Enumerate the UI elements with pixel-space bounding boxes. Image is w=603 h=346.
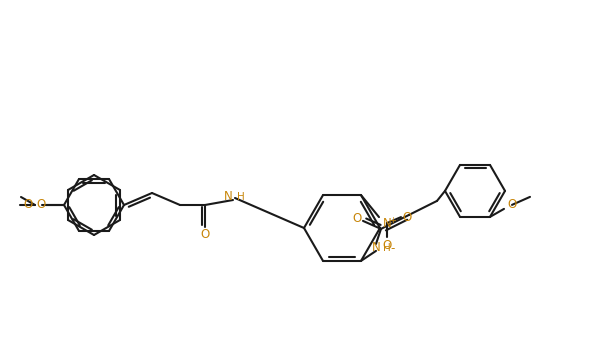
Text: O: O xyxy=(402,211,412,224)
Text: O: O xyxy=(382,239,391,252)
Text: +: + xyxy=(390,216,396,225)
Text: O: O xyxy=(24,199,33,211)
Text: H: H xyxy=(237,192,245,202)
Text: O: O xyxy=(200,228,210,242)
Text: O: O xyxy=(507,198,516,211)
Text: H: H xyxy=(383,243,391,253)
Text: O: O xyxy=(352,212,362,225)
Text: N: N xyxy=(224,191,233,203)
Text: N: N xyxy=(383,217,391,230)
Text: N: N xyxy=(371,242,380,254)
Text: O: O xyxy=(36,199,46,211)
Text: -: - xyxy=(391,242,395,255)
